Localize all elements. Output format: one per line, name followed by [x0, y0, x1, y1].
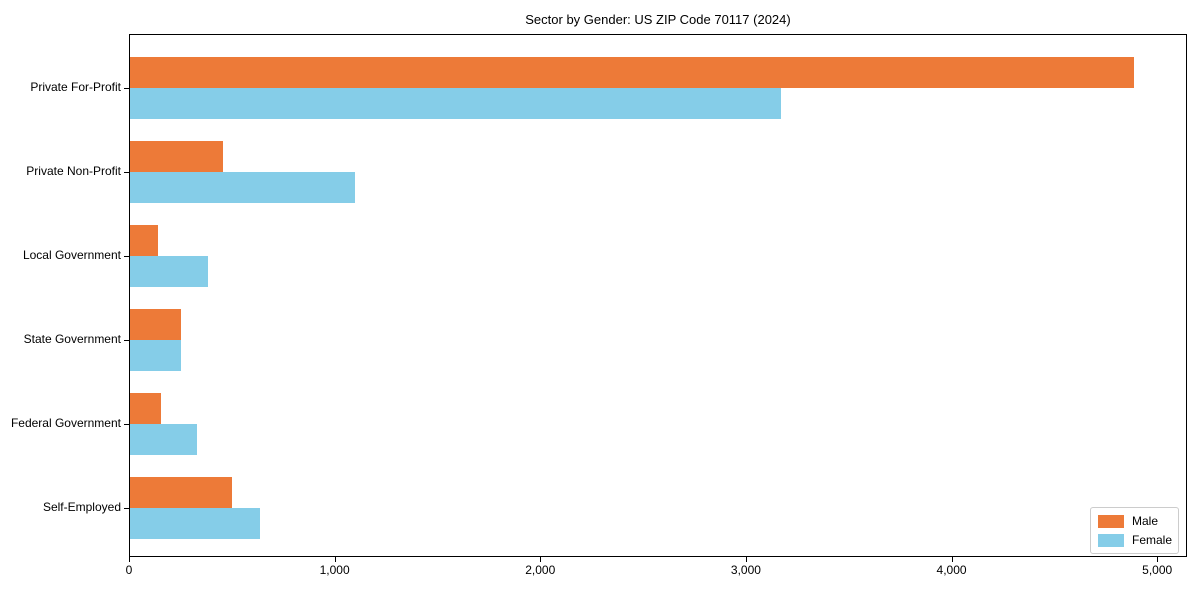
- bar-female-private-non-profit: [130, 172, 355, 203]
- y-tick-mark: [124, 340, 129, 341]
- y-axis-label-private-for-profit: Private For-Profit: [30, 80, 121, 94]
- x-tick-mark: [951, 557, 953, 562]
- x-tick-label-1-000: 1,000: [319, 563, 350, 577]
- legend-label-female: Female: [1132, 533, 1173, 547]
- legend-item-male: Male: [1098, 514, 1171, 528]
- bar-male-state-government: [130, 309, 182, 340]
- x-tick-mark: [334, 557, 336, 562]
- x-tick-label-4-000: 4,000: [936, 563, 967, 577]
- x-tick-mark: [540, 557, 542, 562]
- y-tick-mark: [124, 88, 129, 89]
- bar-female-private-for-profit: [130, 88, 781, 119]
- bar-female-local-government: [130, 256, 208, 287]
- bar-male-local-government: [130, 225, 158, 256]
- y-axis-label-state-government: State Government: [23, 332, 121, 346]
- legend-item-female: Female: [1098, 533, 1173, 547]
- legend-swatch-male: [1098, 514, 1124, 528]
- x-tick-mark: [745, 557, 747, 562]
- x-tick-label-0: 0: [125, 563, 133, 577]
- legend: Male Female: [1090, 507, 1179, 554]
- bar-male-self-employed: [130, 477, 232, 508]
- x-tick-label-5-000: 5,000: [1142, 563, 1173, 577]
- y-tick-mark: [124, 424, 129, 425]
- bar-male-federal-government: [130, 393, 161, 424]
- x-tick-label-2-000: 2,000: [525, 563, 556, 577]
- x-tick-mark: [129, 557, 130, 562]
- y-axis-label-local-government: Local Government: [22, 248, 121, 262]
- x-tick-label-3-000: 3,000: [730, 563, 761, 577]
- y-tick-mark: [124, 508, 129, 509]
- chart-title: Sector by Gender: US ZIP Code 70117 (202…: [525, 12, 791, 27]
- y-axis-label-private-non-profit: Private Non-Profit: [26, 164, 121, 178]
- bar-female-federal-government: [130, 424, 197, 455]
- bar-male-private-for-profit: [130, 57, 1134, 88]
- y-axis-label-federal-government: Federal Government: [10, 416, 121, 430]
- x-tick-mark: [1157, 557, 1159, 562]
- legend-swatch-female: [1098, 533, 1124, 547]
- y-axis-label-self-employed: Self-Employed: [42, 500, 121, 514]
- bar-male-private-non-profit: [130, 141, 224, 172]
- bar-female-state-government: [130, 340, 182, 371]
- plot-area: [129, 34, 1187, 557]
- legend-label-male: Male: [1132, 514, 1159, 528]
- bar-female-self-employed: [130, 508, 261, 539]
- y-tick-mark: [124, 172, 129, 173]
- y-tick-mark: [124, 256, 129, 257]
